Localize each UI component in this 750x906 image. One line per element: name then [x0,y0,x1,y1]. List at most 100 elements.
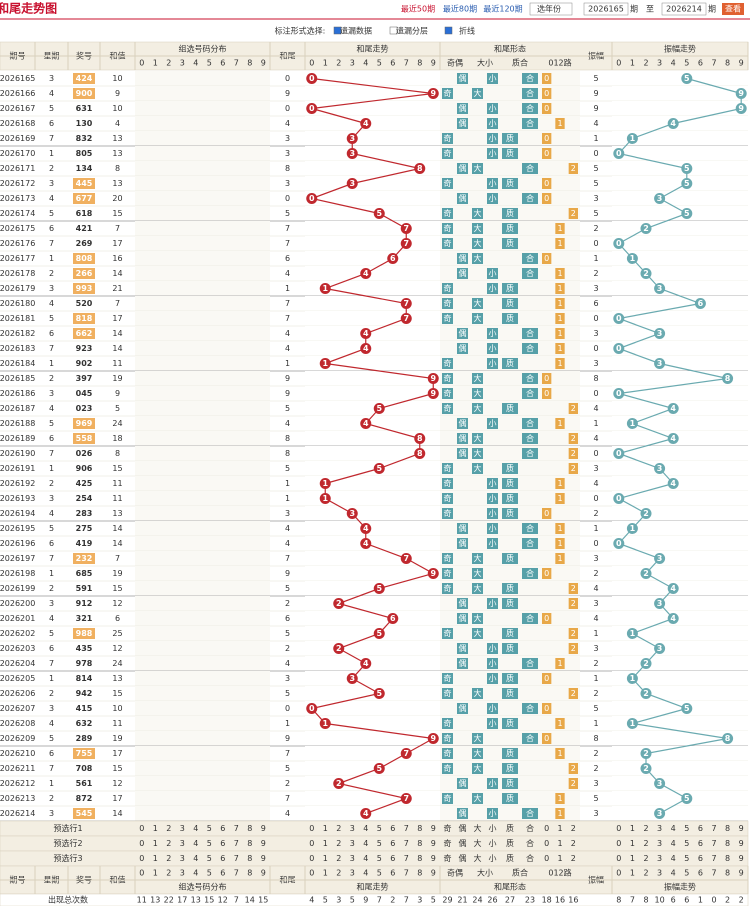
preselect-digit[interactable]: 5 [377,839,382,848]
preselect-digit[interactable]: 9 [261,824,266,833]
preselect-digit[interactable]: 2 [643,854,648,863]
preselect-digit[interactable]: 9 [739,839,744,848]
preselect-digit[interactable]: 0 [139,854,144,863]
preselect-digit[interactable]: 6 [698,824,703,833]
preselect-digit[interactable]: 3 [180,839,185,848]
preselect-shape[interactable]: 大 [474,823,482,833]
preselect-shape[interactable]: 大 [474,838,482,848]
preselect-digit[interactable]: 4 [193,824,198,833]
preselect-shape[interactable]: 偶 [459,838,467,848]
preselect-digit[interactable]: 3 [180,854,185,863]
preselect-digit[interactable]: 9 [739,824,744,833]
preselect-digit[interactable]: 4 [363,824,368,833]
preselect-digit[interactable]: 3 [350,824,355,833]
preselect-digit[interactable]: 8 [247,854,252,863]
preselect-digit[interactable]: 1 [630,839,635,848]
preselect-digit[interactable]: 9 [431,824,436,833]
preselect-digit[interactable]: 7 [404,824,409,833]
preselect-digit[interactable]: 6 [390,854,395,863]
preselect-digit[interactable]: 1 [323,854,328,863]
preselect-digit[interactable]: 2 [336,854,341,863]
preselect-digit[interactable]: 6 [220,854,225,863]
preselect-digit[interactable]: 8 [725,854,730,863]
preselect-digit[interactable]: 3 [657,839,662,848]
preselect-digit[interactable]: 0 [309,854,314,863]
preselect-shape[interactable]: 0 [544,824,549,833]
preselect-digit[interactable]: 6 [390,839,395,848]
preselect-digit[interactable]: 3 [657,824,662,833]
preselect-digit[interactable]: 5 [684,824,689,833]
preselect-digit[interactable]: 7 [711,824,716,833]
preselect-digit[interactable]: 5 [684,854,689,863]
preselect-digit[interactable]: 4 [671,824,676,833]
preselect-digit[interactable]: 2 [166,839,171,848]
preselect-digit[interactable]: 1 [323,824,328,833]
preselect-shape[interactable]: 2 [571,839,576,848]
period-link[interactable]: 最近50期 [401,4,435,14]
preselect-digit[interactable]: 7 [404,854,409,863]
preselect-digit[interactable]: 5 [207,854,212,863]
preselect-shape[interactable]: 小 [489,824,497,833]
preselect-digit[interactable]: 8 [247,824,252,833]
preselect-digit[interactable]: 2 [166,854,171,863]
preselect-digit[interactable]: 9 [431,854,436,863]
preselect-digit[interactable]: 8 [247,839,252,848]
preselect-shape[interactable]: 合 [526,853,534,863]
preselect-digit[interactable]: 7 [234,854,239,863]
preselect-shape[interactable]: 大 [474,853,482,863]
preselect-digit[interactable]: 6 [220,839,225,848]
preselect-digit[interactable]: 8 [725,839,730,848]
preselect-digit[interactable]: 7 [711,854,716,863]
preselect-shape[interactable]: 2 [571,824,576,833]
preselect-digit[interactable]: 1 [630,854,635,863]
preselect-digit[interactable]: 2 [336,839,341,848]
preselect-digit[interactable]: 1 [323,839,328,848]
preselect-digit[interactable]: 7 [234,824,239,833]
preselect-shape[interactable]: 合 [526,838,534,848]
preselect-digit[interactable]: 7 [711,839,716,848]
preselect-digit[interactable]: 6 [698,854,703,863]
preselect-shape[interactable]: 质 [506,838,514,848]
preselect-digit[interactable]: 1 [153,854,158,863]
preselect-digit[interactable]: 5 [377,824,382,833]
preselect-digit[interactable]: 4 [363,854,368,863]
preselect-shape[interactable]: 小 [489,839,497,848]
preselect-digit[interactable]: 0 [139,839,144,848]
preselect-digit[interactable]: 0 [309,824,314,833]
preselect-shape[interactable]: 0 [544,854,549,863]
preselect-digit[interactable]: 3 [350,839,355,848]
preselect-digit[interactable]: 7 [404,839,409,848]
preselect-digit[interactable]: 0 [616,839,621,848]
preselect-digit[interactable]: 4 [193,854,198,863]
preselect-digit[interactable]: 2 [336,824,341,833]
preselect-digit[interactable]: 5 [207,824,212,833]
preselect-digit[interactable]: 8 [417,824,422,833]
preselect-digit[interactable]: 4 [671,854,676,863]
preselect-digit[interactable]: 5 [207,839,212,848]
period-link[interactable]: 最近120期 [483,4,522,14]
preselect-shape[interactable]: 1 [557,824,562,833]
preselect-shape[interactable]: 小 [489,854,497,863]
preselect-digit[interactable]: 0 [616,824,621,833]
preselect-digit[interactable]: 9 [739,854,744,863]
preselect-digit[interactable]: 6 [390,824,395,833]
preselect-digit[interactable]: 2 [166,824,171,833]
preselect-digit[interactable]: 4 [193,839,198,848]
preselect-digit[interactable]: 1 [630,824,635,833]
period-link[interactable]: 最近80期 [443,4,477,14]
preselect-digit[interactable]: 0 [139,824,144,833]
preselect-digit[interactable]: 0 [309,839,314,848]
preselect-digit[interactable]: 8 [417,854,422,863]
preselect-digit[interactable]: 8 [417,839,422,848]
preselect-digit[interactable]: 1 [153,839,158,848]
preselect-digit[interactable]: 9 [261,854,266,863]
preselect-shape[interactable]: 偶 [459,823,467,833]
preselect-shape[interactable]: 质 [506,823,514,833]
preselect-digit[interactable]: 2 [643,839,648,848]
preselect-digit[interactable]: 5 [377,854,382,863]
preselect-digit[interactable]: 3 [350,854,355,863]
preselect-shape[interactable]: 1 [557,839,562,848]
preselect-digit[interactable]: 4 [363,839,368,848]
preselect-digit[interactable]: 3 [180,824,185,833]
preselect-digit[interactable]: 5 [684,839,689,848]
